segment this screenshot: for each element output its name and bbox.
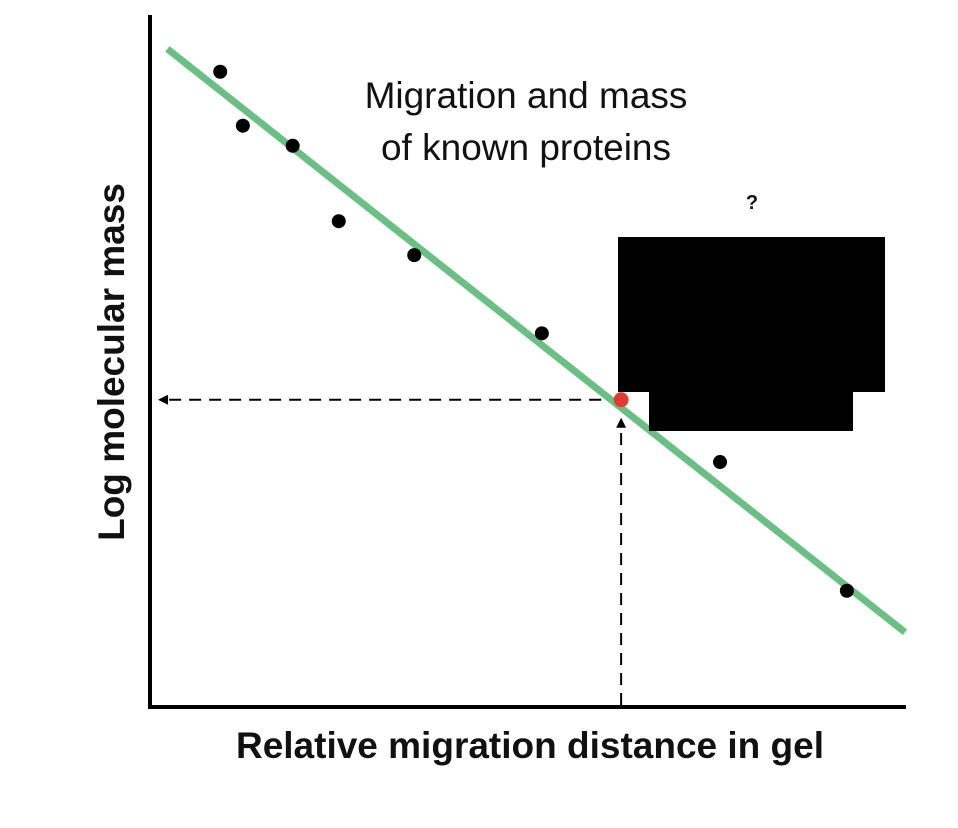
data-point — [331, 214, 346, 229]
y-axis-label: Log molecular mass — [91, 183, 132, 541]
data-point — [213, 64, 228, 79]
redacted-box — [618, 237, 885, 392]
data-point — [713, 455, 728, 470]
data-point — [235, 118, 250, 133]
redacted-box-lower — [649, 390, 853, 431]
chart-title-line1: Migration and mass — [365, 75, 688, 116]
unknown-protein-point — [613, 392, 629, 408]
data-point — [839, 583, 854, 598]
x-axis-label: Relative migration distance in gel — [236, 725, 824, 766]
data-point — [534, 326, 549, 341]
data-point — [285, 138, 300, 153]
chart-title-line2: of known proteins — [381, 127, 671, 168]
question-annotation: ? — [746, 192, 758, 214]
data-point — [407, 248, 422, 263]
